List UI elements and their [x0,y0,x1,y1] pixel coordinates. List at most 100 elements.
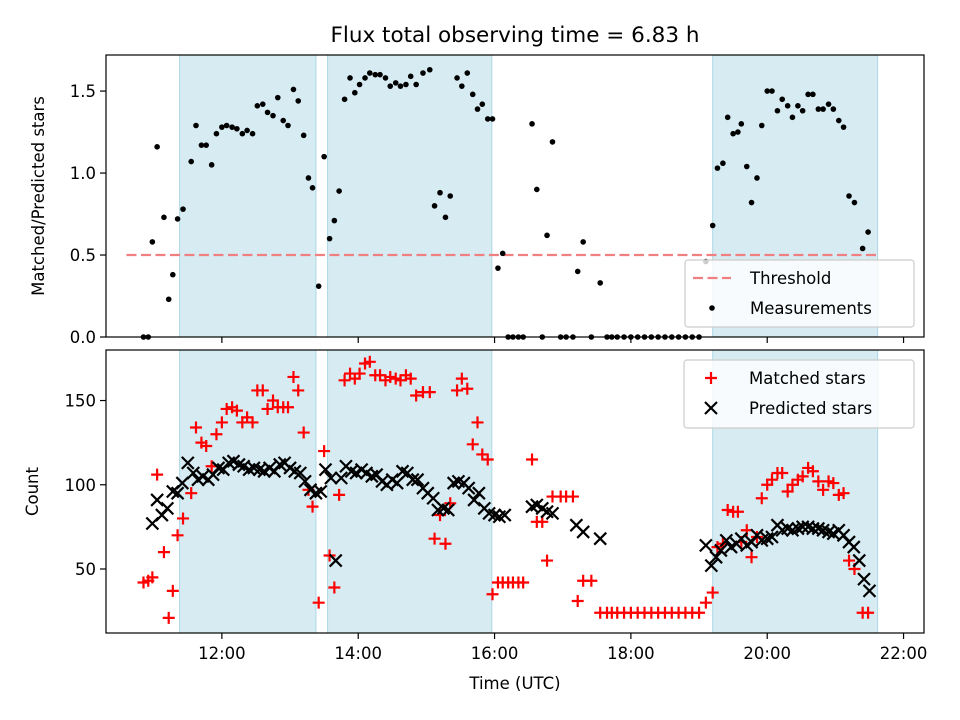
data-point [837,487,850,500]
data-point [454,75,460,81]
data-point [312,596,325,609]
data-point [181,456,195,470]
data-point [517,576,530,589]
data-point [341,96,348,103]
data-point [306,500,319,513]
y-tick-label: 50 [75,560,96,579]
data-point [781,485,794,498]
data-point [825,101,832,107]
data-point [185,487,198,500]
data-point [469,91,476,98]
data-point [461,481,476,495]
data-point [597,280,604,286]
data-point [300,132,307,139]
data-point [815,106,822,112]
data-point [177,512,190,525]
data-point [467,493,481,507]
data-point [234,125,240,132]
data-point [827,477,840,490]
data-point [170,486,185,500]
observing-window-band [179,54,317,338]
figure-title: Flux total observing time = 6.83 h [331,23,700,48]
x-tick-label: 12:00 [198,644,246,663]
data-point [174,216,181,222]
data-point [423,386,436,399]
data-point [208,162,215,168]
data-point [541,554,554,567]
data-point [292,384,305,397]
data-point [847,540,861,554]
data-point [748,199,755,206]
legend-label: Measurements [750,299,872,318]
data-point [796,470,809,483]
data-point [451,384,464,397]
data-point [324,471,338,485]
data-point [774,107,781,114]
data-point [223,122,230,129]
data-point [413,81,419,88]
data-point [170,271,176,278]
data-point [857,572,871,586]
data-point [193,122,199,129]
data-point [431,203,438,209]
data-point [428,532,441,545]
data-point [149,239,156,245]
data-point [719,533,734,548]
data-point [529,121,535,127]
data-point [743,163,750,170]
data-point [367,70,373,76]
data-point [755,492,768,505]
data-point [580,239,586,245]
legend-label: Predicted stars [749,399,872,418]
observing-window-band [327,54,493,338]
data-point [571,594,584,607]
data-point [175,476,190,490]
data-point [420,70,426,76]
data-point [151,468,164,481]
data-point [157,546,170,559]
data-point [526,453,539,466]
data-point [731,505,744,518]
data-point [189,421,202,434]
data-point [229,124,235,130]
data-point [754,175,760,181]
data-point [806,465,819,478]
y-tick-label: 0.0 [70,328,96,347]
data-point [318,462,333,477]
data-point [162,611,175,624]
data-point [161,214,167,221]
data-point [387,83,394,89]
data-point [328,553,343,568]
axes-frame [105,54,925,338]
data-point [298,474,312,489]
data-point [779,96,786,103]
data-point [215,416,228,429]
data-point [704,558,719,573]
data-point [765,530,779,544]
data-point [326,235,333,242]
legend-label: Threshold [749,269,831,288]
data-point [186,466,201,480]
data-point [219,124,225,130]
data-point [146,571,159,584]
data-point [328,581,341,594]
data-point [404,372,417,385]
data-point [274,94,281,101]
data-point [566,490,579,503]
data-point [264,109,271,116]
data-point [356,81,363,88]
data-point [489,116,496,122]
data-point [198,142,205,148]
top-panel-ratio: 0.0 0.5 1.0 1.5 Matched/Predicted stars Thres… [29,54,925,347]
data-point [769,88,775,94]
x-tick-label: 16:00 [471,644,519,663]
data-point [244,127,250,134]
data-point [336,188,342,194]
data-point [714,165,721,171]
data-point [593,531,607,546]
data-point [840,124,847,130]
data-point [764,88,771,94]
data-point [706,586,719,599]
data-point [150,493,164,507]
